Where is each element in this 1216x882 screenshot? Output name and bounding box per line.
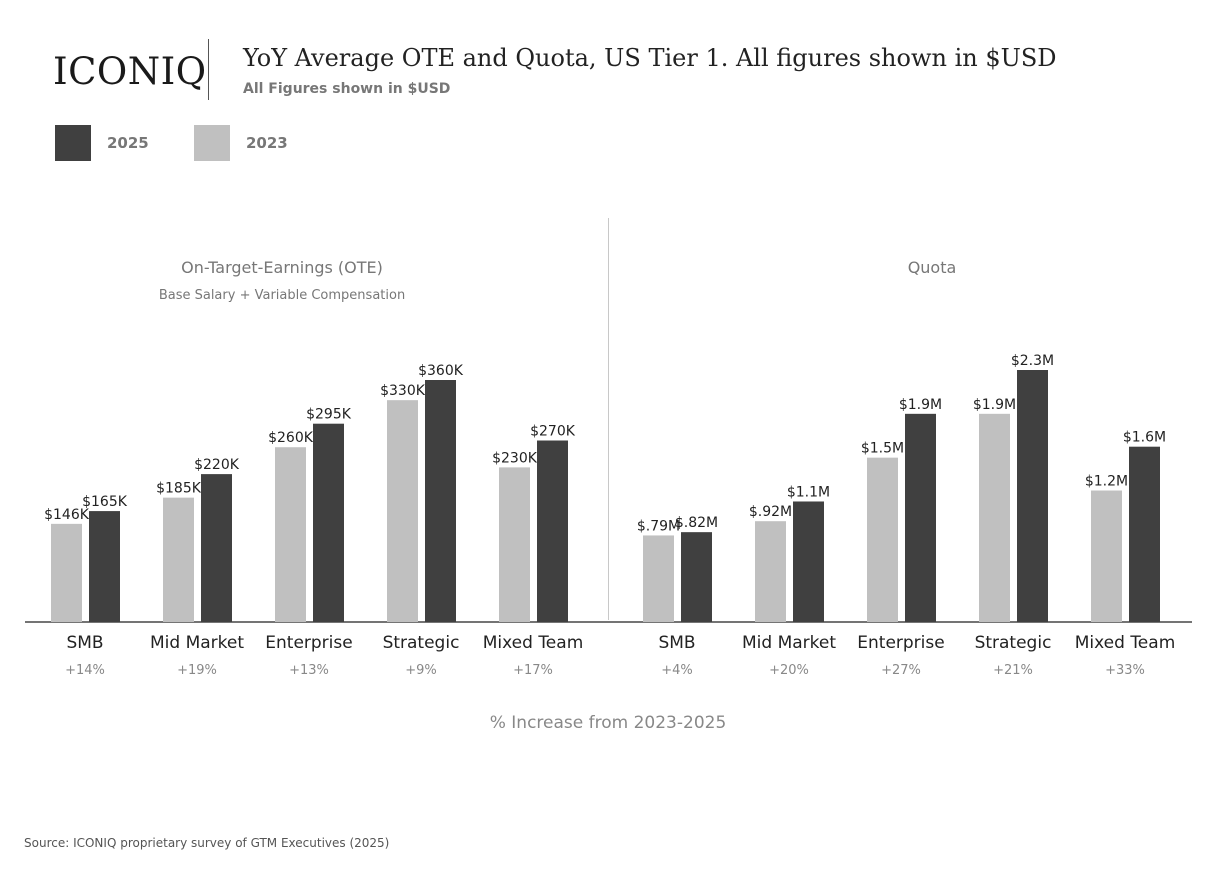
legend-item-2023: 2023	[194, 125, 288, 161]
quota-value-label-2025-4: $1.6M	[1123, 430, 1166, 446]
quota-panel-title: Quota	[907, 258, 957, 277]
source-note: Source: ICONIQ proprietary survey of GTM…	[24, 836, 390, 850]
legend-swatch-2025	[55, 125, 91, 161]
ote-value-label-2023-1: $185K	[156, 481, 202, 497]
quota-value-label-2025-1: $1.1M	[787, 484, 830, 500]
ote-value-label-2025-1: $220K	[194, 457, 240, 473]
ote-panel-subtitle: Base Salary + Variable Compensation	[158, 288, 406, 303]
quota-pct-increase-2: +27%	[881, 663, 921, 678]
quota-bar-2023-2	[867, 457, 898, 622]
x-axis-note: % Increase from 2023-2025	[489, 713, 727, 733]
quota-bar-2023-1	[755, 521, 786, 622]
quota-pct-increase-4: +33%	[1105, 663, 1145, 678]
legend-label-2025: 2025	[107, 134, 149, 152]
quota-value-label-2025-2: $1.9M	[899, 397, 942, 413]
panel-divider	[608, 218, 609, 620]
ote-pct-increase-1: +19%	[177, 663, 217, 678]
ote-category-label-0: SMB	[66, 633, 103, 653]
quota-value-label-2023-4: $1.2M	[1085, 474, 1128, 490]
ote-pct-increase-0: +14%	[65, 663, 105, 678]
ote-bar-2023-4	[499, 467, 530, 622]
quota-category-label-2: Enterprise	[857, 633, 944, 653]
quota-category-label-1: Mid Market	[742, 633, 836, 653]
quota-pct-increase-3: +21%	[993, 663, 1033, 678]
quota-value-label-2023-0: $.79M	[637, 518, 680, 534]
quota-bar-2025-2	[905, 413, 936, 622]
quota-category-label-3: Strategic	[975, 633, 1052, 653]
quota-category-label-4: Mixed Team	[1075, 633, 1176, 653]
ote-category-label-1: Mid Market	[150, 633, 244, 653]
ote-bar-2023-0	[51, 523, 82, 622]
quota-value-label-2025-3: $2.3M	[1011, 353, 1054, 369]
legend-swatch-2023	[194, 125, 230, 161]
quota-value-label-2023-1: $.92M	[749, 504, 792, 520]
ote-value-label-2025-0: $165K	[82, 494, 128, 510]
iconiq-logo: ICONIQ	[53, 50, 207, 93]
quota-bar-2025-1	[793, 501, 824, 622]
ote-value-label-2023-2: $260K	[268, 430, 314, 446]
quota-bar-2023-0	[643, 535, 674, 622]
ote-category-label-4: Mixed Team	[483, 633, 584, 653]
header-divider	[208, 39, 209, 100]
ote-pct-increase-4: +17%	[513, 663, 553, 678]
ote-value-label-2023-3: $330K	[380, 383, 426, 399]
quota-bar-2025-3	[1017, 370, 1048, 622]
quota-pct-increase-0: +4%	[661, 663, 693, 678]
legend-label-2023: 2023	[246, 134, 288, 152]
ote-bar-2023-1	[163, 497, 194, 622]
ote-category-label-3: Strategic	[383, 633, 460, 653]
quota-bar-2025-4	[1129, 446, 1160, 622]
page-title: YoY Average OTE and Quota, US Tier 1. Al…	[243, 44, 1057, 72]
ote-value-label-2023-0: $146K	[44, 507, 90, 523]
ote-bar-2023-3	[387, 400, 418, 622]
quota-bar-2025-0	[681, 532, 712, 622]
legend-item-2025: 2025	[55, 125, 149, 161]
quota-pct-increase-1: +20%	[769, 663, 809, 678]
ote-value-label-2025-3: $360K	[418, 363, 464, 379]
ote-category-label-2: Enterprise	[265, 633, 352, 653]
quota-bar-2023-3	[979, 413, 1010, 622]
quota-value-label-2025-0: $.82M	[675, 515, 718, 531]
page-subtitle: All Figures shown in $USD	[243, 81, 451, 97]
ote-bar-2025-3	[425, 380, 456, 622]
ote-bar-2025-0	[89, 511, 120, 622]
quota-bar-2023-4	[1091, 490, 1122, 622]
ote-panel-title: On-Target-Earnings (OTE)	[181, 258, 383, 277]
ote-bar-2023-2	[275, 447, 306, 622]
quota-value-label-2023-3: $1.9M	[973, 397, 1016, 413]
ote-value-label-2023-4: $230K	[492, 450, 538, 466]
ote-pct-increase-3: +9%	[405, 663, 437, 678]
ote-value-label-2025-2: $295K	[306, 407, 352, 423]
ote-bar-2025-2	[313, 423, 344, 622]
ote-bar-2025-1	[201, 474, 232, 622]
quota-category-label-0: SMB	[658, 633, 695, 653]
ote-pct-increase-2: +13%	[289, 663, 329, 678]
quota-value-label-2023-2: $1.5M	[861, 441, 904, 457]
ote-bar-2025-4	[537, 440, 568, 622]
ote-value-label-2025-4: $270K	[530, 424, 576, 440]
